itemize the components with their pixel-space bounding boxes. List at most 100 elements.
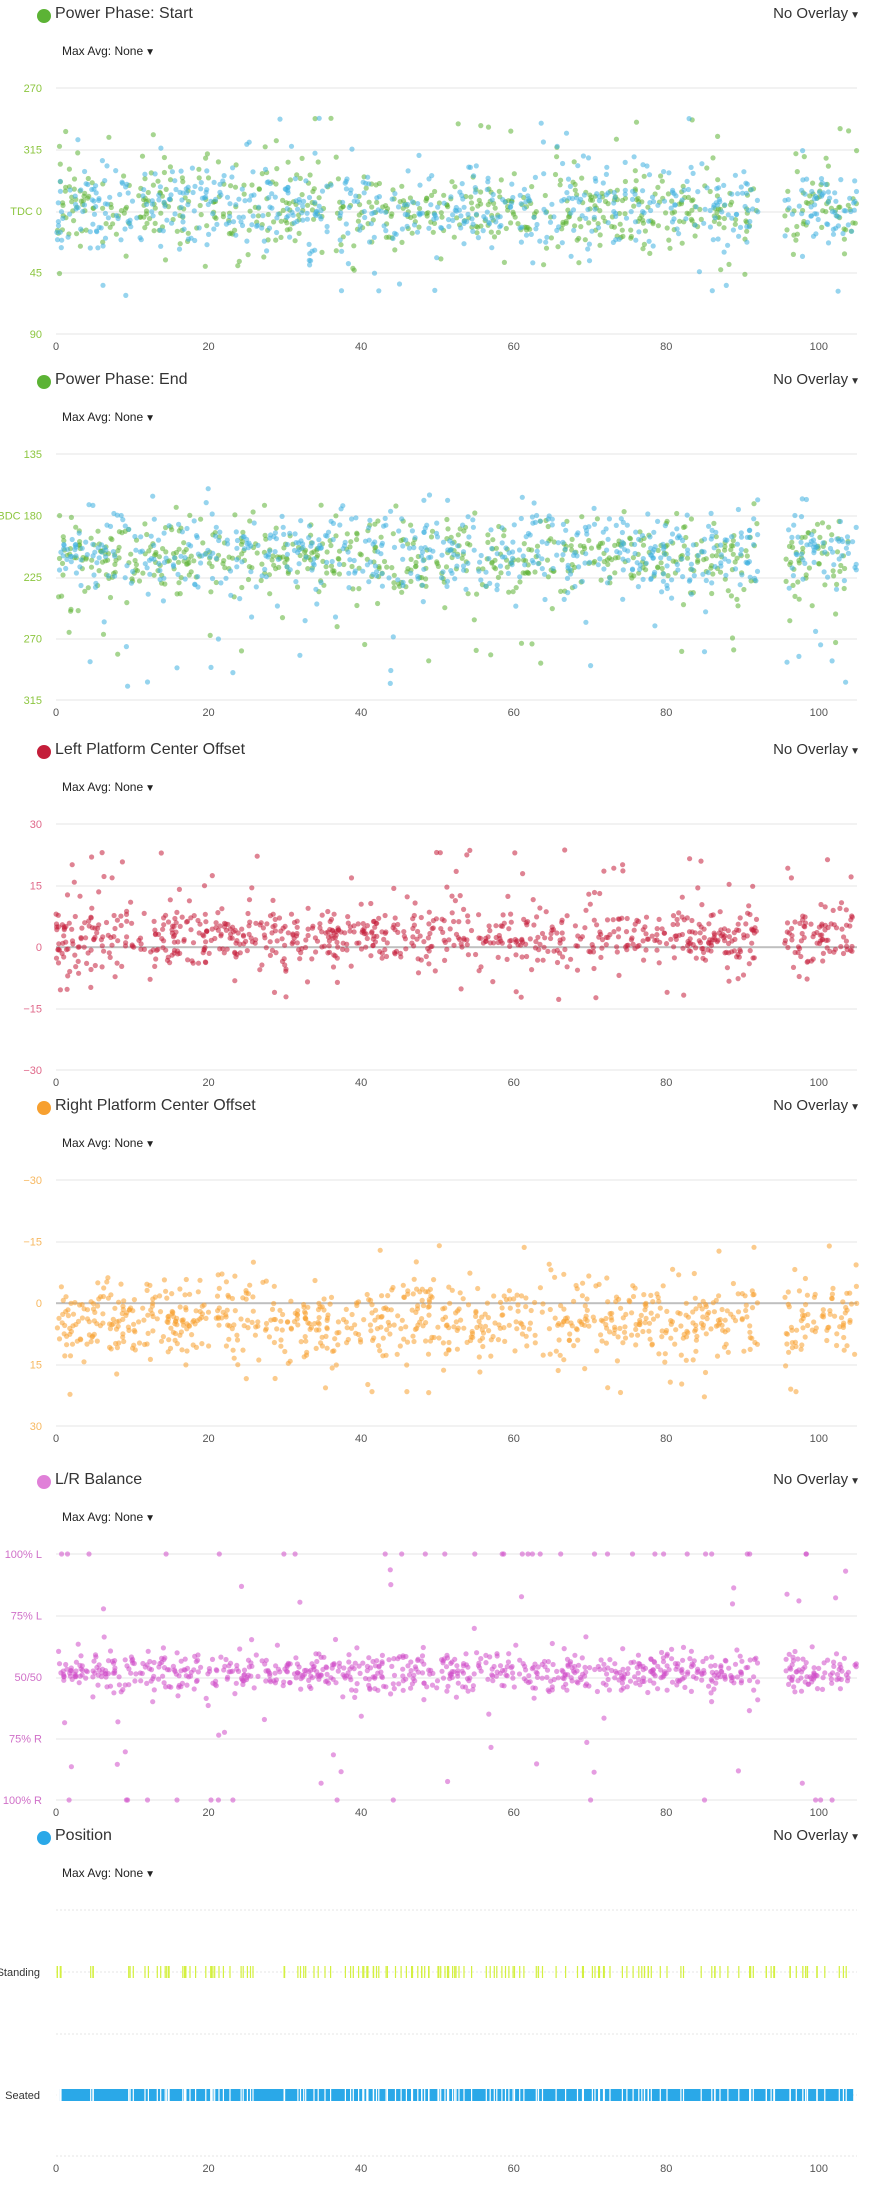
scatter-point — [100, 1320, 106, 1326]
scatter-point — [175, 1693, 181, 1699]
max-avg-dropdown[interactable]: Max Avg: None ▼ — [62, 1136, 155, 1150]
scatter-point — [732, 566, 739, 572]
overlay-dropdown[interactable]: No Overlay ▼ — [773, 1471, 860, 1488]
scatter-point — [722, 1676, 728, 1682]
scatter-point — [111, 912, 117, 919]
scatter-point — [687, 1656, 693, 1662]
scatter-point — [554, 930, 560, 936]
scatter-point — [259, 561, 265, 567]
scatter-point — [267, 535, 273, 541]
scatter-point — [661, 1551, 667, 1557]
scatter-point — [670, 921, 676, 928]
overlay-dropdown[interactable]: No Overlay ▼ — [773, 371, 860, 388]
scatter-point — [199, 1341, 205, 1347]
scatter-point — [749, 1305, 756, 1311]
scatter-point — [79, 545, 85, 551]
scatter-point — [826, 1243, 832, 1249]
scatter-point — [470, 1687, 476, 1693]
scatter-point — [635, 918, 642, 925]
scatter-point — [704, 1311, 710, 1317]
scatter-point — [382, 515, 388, 521]
scatter-point — [594, 1348, 600, 1354]
scatter-point — [56, 270, 63, 277]
overlay-dropdown[interactable]: No Overlay ▼ — [773, 1097, 860, 1114]
max-avg-dropdown[interactable]: Max Avg: None ▼ — [62, 410, 155, 424]
scatter-point — [160, 926, 166, 932]
scatter-point — [296, 199, 303, 205]
scatter-point — [816, 189, 823, 195]
scatter-point — [310, 560, 316, 566]
scatter-point — [505, 1659, 511, 1665]
scatter-point — [361, 1317, 367, 1323]
max-avg-dropdown[interactable]: Max Avg: None ▼ — [62, 44, 155, 58]
scatter-point — [297, 1599, 303, 1605]
scatter-point — [784, 1331, 791, 1337]
scatter-point — [716, 215, 722, 221]
scatter-point — [103, 1668, 109, 1674]
scatter-point — [494, 551, 500, 557]
scatter-point — [822, 582, 828, 588]
scatter-point — [737, 224, 744, 230]
scatter-point — [703, 1655, 709, 1661]
scatter-point — [58, 209, 65, 215]
max-avg-dropdown[interactable]: Max Avg: None ▼ — [62, 1510, 155, 1524]
scatter-point — [694, 1333, 700, 1339]
scatter-point — [382, 947, 388, 953]
scatter-point — [477, 559, 483, 565]
scatter-point — [234, 1332, 240, 1338]
scatter-point — [578, 1319, 584, 1325]
scatter-point — [279, 513, 285, 519]
scatter-point — [734, 541, 741, 547]
scatter-point — [600, 214, 606, 220]
scatter-point — [226, 554, 232, 560]
scatter-point — [428, 202, 434, 208]
scatter-point — [841, 1347, 847, 1353]
scatter-point — [354, 531, 360, 537]
scatter-point — [701, 220, 707, 226]
scatter-point — [247, 208, 253, 214]
scatter-point — [531, 214, 537, 220]
scatter-point — [472, 1551, 478, 1557]
scatter-point — [224, 1307, 230, 1313]
scatter-point — [126, 526, 132, 532]
scatter-point — [430, 918, 436, 924]
scatter-point — [711, 1309, 718, 1315]
scatter-point — [664, 563, 670, 569]
scatter-point — [90, 1674, 96, 1680]
overlay-dropdown[interactable]: No Overlay ▼ — [773, 741, 860, 758]
scatter-point — [754, 521, 760, 527]
scatter-point — [489, 1666, 495, 1672]
scatter-point — [202, 551, 208, 557]
scatter-point — [568, 1320, 574, 1326]
scatter-point — [522, 562, 528, 568]
scatter-point — [707, 224, 714, 230]
scatter-point — [503, 225, 509, 232]
scatter-point — [144, 679, 151, 685]
scatter-point — [668, 205, 674, 211]
scatter-point — [88, 1299, 94, 1305]
scatter-point — [852, 1351, 858, 1357]
scatter-point — [811, 1294, 818, 1300]
scatter-point — [419, 582, 426, 588]
overlay-dropdown[interactable]: No Overlay ▼ — [773, 5, 860, 22]
scatter-point — [587, 1665, 593, 1671]
scatter-point — [640, 162, 646, 168]
scatter-point — [384, 1327, 390, 1333]
scatter-point — [216, 537, 222, 544]
scatter-point — [613, 213, 619, 219]
scatter-point — [206, 560, 212, 566]
scatter-point — [285, 159, 291, 165]
scatter-point — [540, 139, 547, 145]
scatter-point — [245, 910, 251, 917]
scatter-point — [519, 494, 525, 500]
x-tick-label: 100 — [810, 341, 828, 353]
scatter-point — [167, 164, 173, 170]
scatter-point — [708, 565, 714, 571]
scatter-point — [399, 589, 405, 595]
scatter-point — [328, 542, 334, 549]
scatter-point — [388, 1691, 394, 1697]
max-avg-dropdown[interactable]: Max Avg: None ▼ — [62, 780, 155, 794]
scatter-point — [657, 1305, 663, 1311]
scatter-point — [688, 561, 695, 567]
scatter-point — [198, 560, 204, 566]
